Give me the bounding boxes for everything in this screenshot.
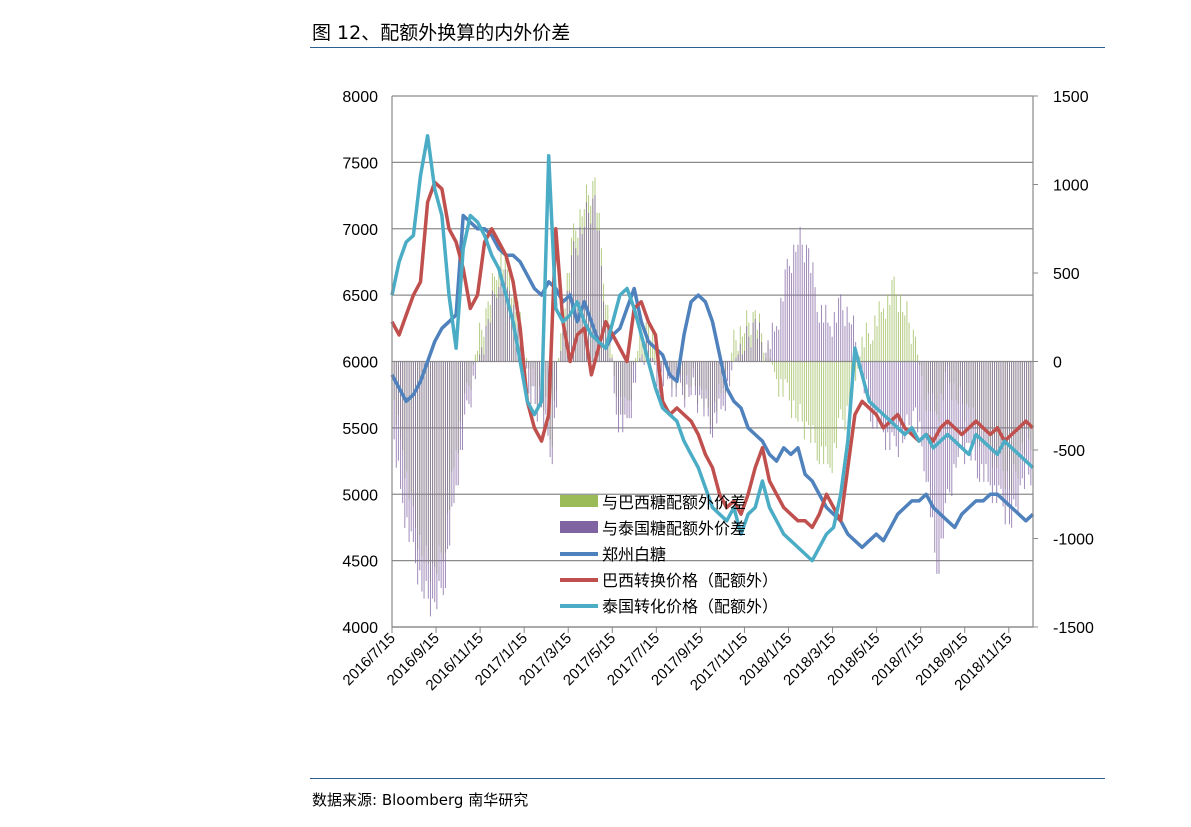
- series-line: [390, 213, 1035, 550]
- y-left-tick-label: 5500: [342, 421, 378, 438]
- y-right-tick-label: 1500: [1053, 89, 1089, 106]
- legend-swatch: [560, 495, 598, 507]
- series-line: [390, 134, 1035, 563]
- y-right-tick-label: 1000: [1053, 178, 1089, 195]
- legend-label: 泰国转化价格（配额外）: [602, 597, 778, 616]
- y-right-tick-label: 0: [1053, 355, 1062, 372]
- legend-label: 郑州白糖: [602, 545, 666, 564]
- y-left-tick-label: 6000: [342, 355, 378, 372]
- y-left-tick-label: 4500: [342, 554, 378, 571]
- source-note: 数据来源: Bloomberg 南华研究: [312, 791, 529, 809]
- y-right-tick-label: -1500: [1053, 620, 1094, 637]
- y-left-tick-label: 7500: [342, 155, 378, 172]
- y-right-tick-label: -1000: [1053, 532, 1094, 549]
- y-left-tick-label: 5000: [342, 487, 378, 504]
- y-left-tick-label: 4000: [342, 620, 378, 637]
- chart-title: 图 12、配额外换算的内外价差: [312, 22, 571, 44]
- y-left-tick-label: 6500: [342, 288, 378, 305]
- y-left-tick-label: 8000: [342, 89, 378, 106]
- series-bars: [391, 195, 1032, 617]
- footer-divider: [310, 778, 1105, 779]
- y-left-tick-label: 7000: [342, 222, 378, 239]
- y-right-tick-label: -500: [1053, 443, 1085, 460]
- title-divider: [310, 47, 1105, 48]
- y-right-tick-label: 500: [1053, 266, 1080, 283]
- legend-label: 与巴西糖配额外价差: [602, 493, 746, 512]
- legend-label: 巴西转换价格（配额外）: [602, 571, 778, 590]
- legend-label: 与泰国糖配额外价差: [602, 519, 746, 538]
- legend-swatch: [560, 521, 598, 533]
